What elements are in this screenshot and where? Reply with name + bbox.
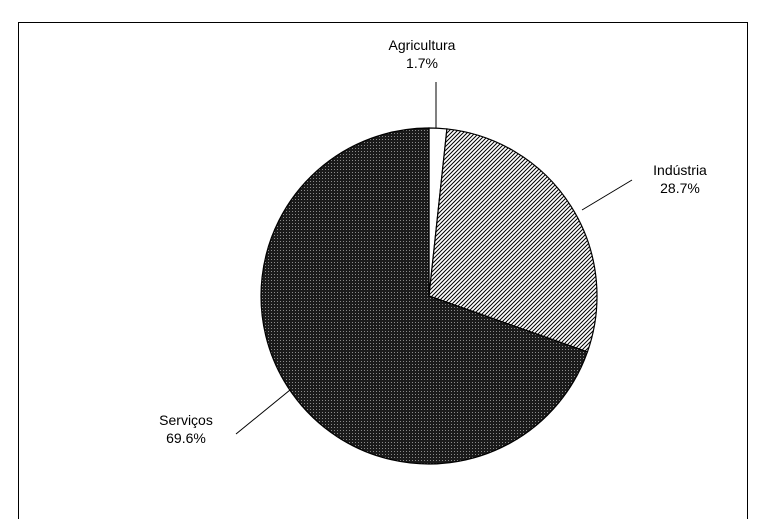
slice-label-agricultura: Agricultura: [389, 37, 456, 53]
slice-value-label-indústria: 28.7%: [660, 180, 700, 196]
slice-value-label-serviços: 69.6%: [166, 430, 206, 446]
leader-line-serviços: [235, 389, 291, 435]
pie-slice-indústria: [428, 128, 598, 353]
slice-label-indústria: Indústria: [653, 162, 707, 178]
pie-slice-serviços: [260, 127, 589, 465]
slice-label-serviços: Serviços: [159, 412, 213, 428]
leader-line-indústria: [581, 179, 633, 211]
slice-value-label-agricultura: 1.7%: [406, 55, 438, 71]
